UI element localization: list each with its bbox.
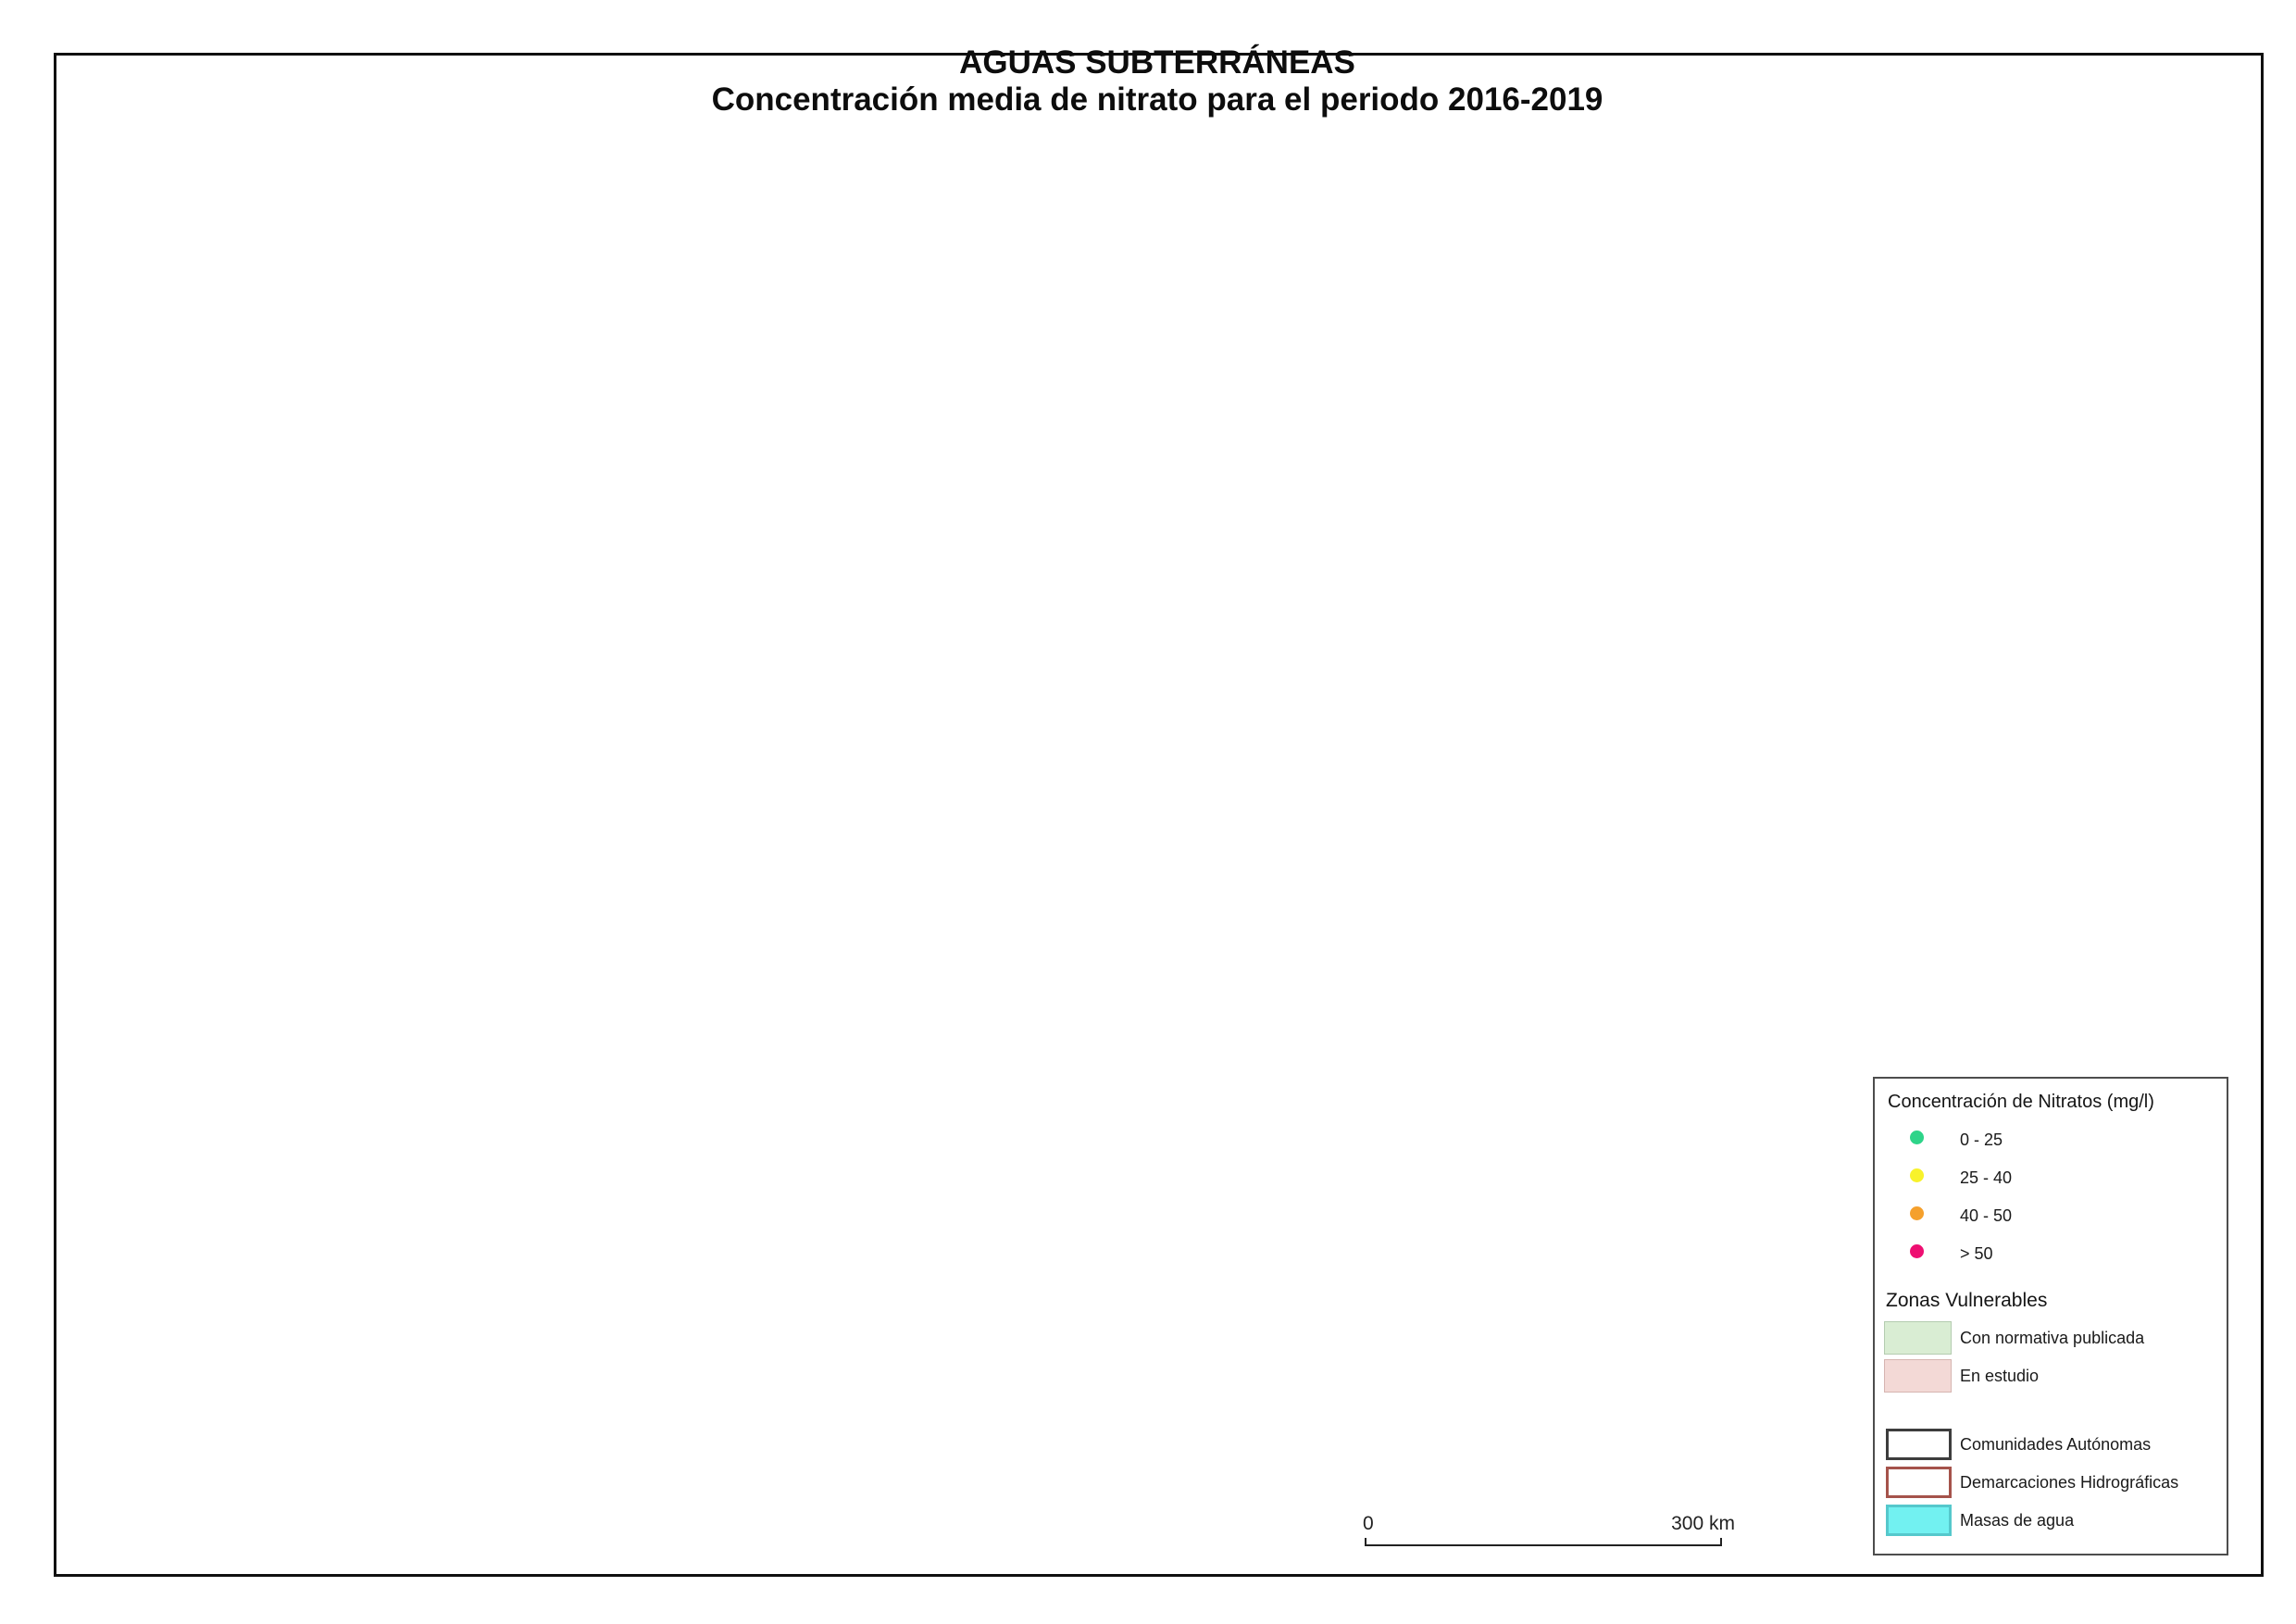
map-title-line2: Concentración media de nitrato para el p… (711, 81, 1603, 118)
legend-boundary-label: Comunidades Autónomas (1960, 1435, 2152, 1454)
legend-zones-title: Zonas Vulnerables (1886, 1290, 2048, 1311)
legend-class-label: 40 - 50 (1960, 1206, 2013, 1225)
legend-dot-0-25-icon (1910, 1131, 1924, 1144)
legend-zone-label: Con normativa publicada (1960, 1329, 2145, 1347)
legend: Concentración de Nitratos (mg/l) 0 - 25 … (1873, 1077, 2228, 1555)
map-title-line1: AGUAS SUBTERRÁNEAS (959, 44, 1355, 81)
legend-boundary-label: Demarcaciones Hidrográficas (1960, 1473, 2179, 1492)
legend-class-label: 0 - 25 (1960, 1131, 2003, 1149)
zone-published-swatch (1884, 1321, 1952, 1355)
legend-dot-40-50-icon (1910, 1206, 1924, 1220)
legend-dot-gt-50-icon (1910, 1244, 1924, 1258)
legend-class-label: > 50 (1960, 1244, 1993, 1263)
legend-dot-25-40-icon (1910, 1168, 1924, 1182)
comunidades-boundary-swatch (1886, 1429, 1952, 1460)
demarcaciones-boundary-swatch (1886, 1467, 1952, 1498)
scale-bar-zero-label: 0 (1363, 1513, 1374, 1534)
legend-nitrates-title: Concentración de Nitratos (mg/l) (1888, 1092, 2154, 1112)
map-title: AGUAS SUBTERRÁNEAS Concentración media d… (54, 44, 2261, 119)
zone-study-swatch (1884, 1359, 1952, 1393)
legend-class-label: 25 - 40 (1960, 1168, 2013, 1187)
scale-bar: 0 300 km (1354, 1513, 1735, 1554)
masas-agua-swatch (1886, 1505, 1952, 1536)
scale-bar-distance-label: 300 km (1671, 1513, 1735, 1534)
scale-bar-line (1365, 1538, 1722, 1546)
legend-zone-label: En estudio (1960, 1367, 2040, 1385)
legend-boundary-label: Masas de agua (1960, 1511, 2075, 1530)
